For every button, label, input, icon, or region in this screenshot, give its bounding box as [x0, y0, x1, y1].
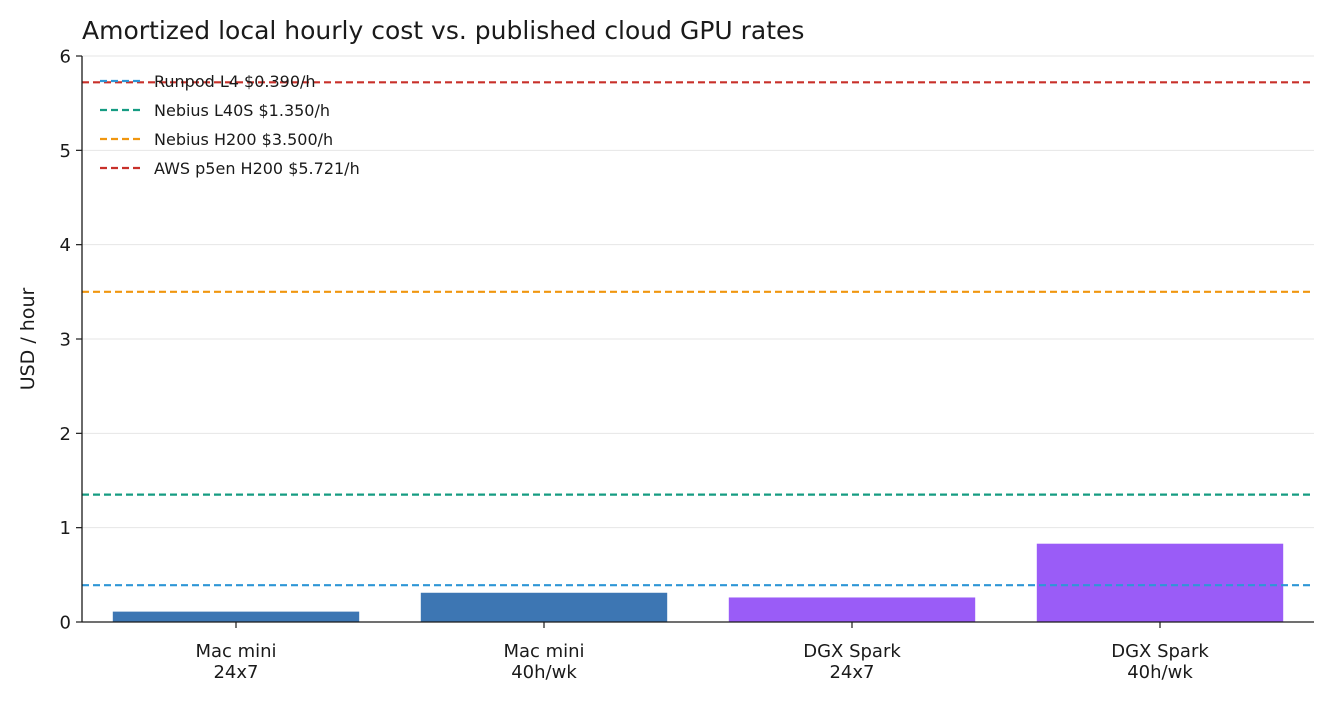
- legend-label: Runpod L4 $0.390/h: [154, 72, 316, 91]
- x-tick-label: DGX Spark: [803, 641, 901, 662]
- y-tick-label: 3: [60, 330, 71, 351]
- bars: [112, 543, 1284, 622]
- reference-lines: [82, 81, 1314, 587]
- grid: [82, 55, 1314, 529]
- x-tick-label: 40h/wk: [1127, 662, 1193, 683]
- legend-label: Nebius L40S $1.350/h: [154, 101, 330, 120]
- y-tick-label: 4: [60, 235, 71, 256]
- legend-label: Nebius H200 $3.500/h: [154, 130, 333, 149]
- bar: [420, 592, 668, 622]
- y-tick-label: 2: [60, 424, 71, 445]
- bar: [728, 597, 976, 622]
- x-tick-label: 40h/wk: [511, 662, 577, 683]
- x-tick-label: DGX Spark: [1111, 641, 1209, 662]
- x-tick-label: 24x7: [213, 662, 258, 683]
- x-tick-label: Mac mini: [503, 641, 584, 662]
- y-ticks: 0 1 2 3 4 5 6: [60, 47, 82, 634]
- x-tick-label: Mac mini: [195, 641, 276, 662]
- y-axis-label: USD / hour: [17, 288, 39, 391]
- chart-title: Amortized local hourly cost vs. publishe…: [82, 16, 804, 45]
- x-tick-label: 24x7: [829, 662, 874, 683]
- bar: [1036, 543, 1284, 622]
- y-tick-label: 5: [60, 141, 71, 162]
- legend-label: AWS p5en H200 $5.721/h: [154, 159, 360, 178]
- y-tick-label: 1: [60, 518, 71, 539]
- y-tick-label: 6: [60, 47, 71, 68]
- bar: [112, 611, 360, 622]
- legend: Runpod L4 $0.390/h Nebius L40S $1.350/h Ne…: [100, 72, 360, 178]
- y-tick-label: 0: [60, 613, 71, 634]
